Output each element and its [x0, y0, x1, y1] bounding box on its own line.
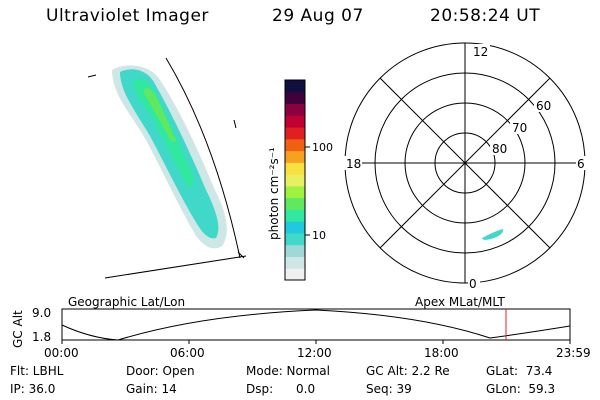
colorbar-segment: [285, 80, 305, 93]
glon-value: GLon: 59.3: [486, 382, 556, 396]
ip-value: IP: 36.0: [10, 382, 56, 396]
colorbar-frame: [284, 79, 306, 281]
horizon-line: [104, 255, 247, 279]
polar-plot: [344, 42, 586, 284]
polar-labels: 12 6 0 18 60 70 80: [344, 44, 588, 291]
colorbar-segment: [285, 103, 305, 116]
polar-aurora-patch: [482, 229, 504, 240]
colorbar-segment: [285, 232, 305, 246]
colorbar-segment: [285, 150, 305, 163]
dsp-value: Dsp: 0.0: [246, 382, 316, 396]
aurora-band-peak: [143, 88, 176, 142]
mlt-label-0: 0: [469, 277, 477, 291]
x-axis-ticks: [61, 340, 571, 344]
filter-value: Flt: LBHL: [10, 364, 64, 378]
aurora-band-core: [133, 78, 195, 188]
mlat-label-70: 70: [512, 121, 527, 135]
colorbar-segment: [285, 209, 305, 222]
timeline-right-title: Apex MLat/MLT: [415, 295, 505, 309]
x-tick-0000: 00:00: [44, 346, 79, 360]
door-value: Door: Open: [126, 364, 195, 378]
seq-value: Seq: 39: [366, 382, 412, 396]
mlt-label-12: 12: [473, 45, 488, 59]
colorbar-segment: [285, 162, 305, 175]
colorbar-segment: [285, 91, 305, 105]
altitude-curve: [61, 309, 571, 341]
stray-mark: [87, 74, 97, 78]
aurora-band-mid: [120, 69, 219, 239]
limb-tick: [237, 251, 245, 259]
gain-value: Gain: 14: [126, 382, 177, 396]
glat-value: GLat: 73.4: [486, 364, 553, 378]
x-tick-1800: 18:00: [424, 346, 459, 360]
colorbar-unit-label: photon cm⁻²s⁻¹: [267, 147, 281, 240]
mlt-label-6: 6: [577, 157, 585, 171]
observation-date: 29 Aug 07: [272, 6, 364, 26]
timeline-y-tick-bottom: 1.8: [32, 330, 51, 344]
mlat-label-80: 80: [492, 142, 507, 156]
colorbar-segment: [285, 127, 305, 140]
gc-alt-value: GC Alt: 2.2 Re: [366, 364, 450, 378]
colorbar-segment: [285, 185, 305, 199]
timeline-plot: Geographic Lat/Lon Apex MLat/MLT GC Alt …: [11, 295, 591, 360]
colorbar: 100 10 photon cm⁻²s⁻¹: [267, 79, 333, 281]
colorbar-segment: [285, 268, 305, 281]
stray-mark: [233, 119, 237, 129]
colorbar-segment: [285, 138, 305, 152]
polar-diagonal: [379, 77, 551, 249]
mode-value: Mode: Normal: [246, 364, 330, 378]
x-tick-0600: 06:00: [170, 346, 205, 360]
observation-time: 20:58:24 UT: [430, 6, 541, 26]
colorbar-tick-label-100: 100: [312, 141, 333, 154]
geographic-image-panel: [87, 57, 247, 279]
colorbar-segment: [285, 115, 305, 128]
earth-limb-line: [165, 57, 241, 259]
timeline-frame: [61, 308, 571, 341]
colorbar-segment: [285, 197, 305, 210]
colorbar-segment: [285, 174, 305, 187]
colorbar-segment: [285, 256, 305, 269]
mlat-label-60: 60: [536, 99, 551, 113]
colorbar-tick-label-10: 10: [312, 229, 326, 242]
x-tick-2359: 23:59: [556, 346, 591, 360]
timeline-y-tick-top: 9.0: [32, 306, 51, 320]
timeline-y-axis-label: GC Alt: [11, 310, 25, 348]
x-tick-1200: 12:00: [297, 346, 332, 360]
colorbar-segment: [285, 244, 305, 257]
instrument-title: Ultraviolet Imager: [46, 6, 209, 26]
timeline-left-title: Geographic Lat/Lon: [68, 295, 185, 309]
colorbar-segment: [285, 221, 305, 234]
mlt-label-18: 18: [346, 157, 361, 171]
